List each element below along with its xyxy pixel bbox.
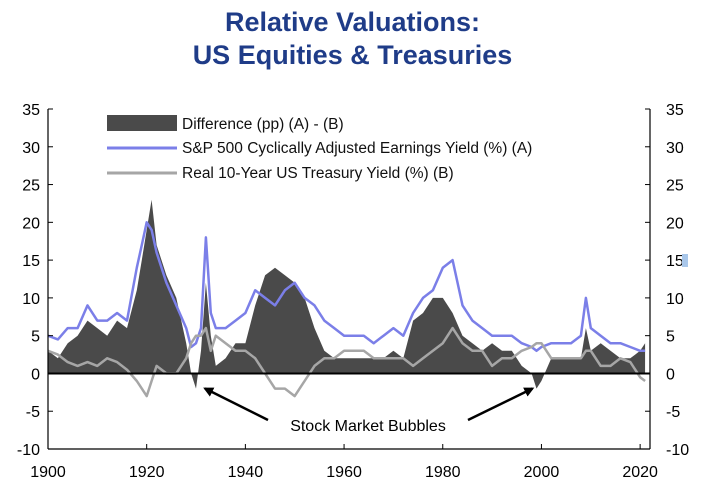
series-1-line <box>47 221 646 353</box>
x-tick-label: 2000 <box>524 464 560 481</box>
y-tick-label-left: 35 <box>22 102 40 119</box>
x-tick-label: 1960 <box>326 464 362 481</box>
annotation-arrow-left <box>203 387 269 422</box>
x-tick-label: 1900 <box>30 464 66 481</box>
annotation: Stock Market Bubbles <box>203 387 535 440</box>
series-0-area <box>48 199 646 389</box>
annotation-box <box>268 410 468 440</box>
y-tick-label-right: 30 <box>666 140 684 157</box>
side-marker <box>682 254 688 267</box>
legend: Difference (pp) (A) - (B) S&P 500 Cyclic… <box>107 115 532 182</box>
x-tick-label: 1980 <box>425 464 461 481</box>
y-tick-label-right: 35 <box>666 102 684 119</box>
y-tick-label-left: 25 <box>22 178 40 195</box>
x-tick-label: 1920 <box>129 464 165 481</box>
chart-title-line-2: US Equities & Treasuries <box>192 40 513 70</box>
legend-swatch-difference <box>107 115 177 131</box>
legend-label-difference: Difference (pp) (A) - (B) <box>182 116 344 133</box>
y-tick-label-left: -5 <box>26 404 40 421</box>
annotation-arrow-right <box>467 387 535 422</box>
plot-area <box>47 199 646 398</box>
y-tick-label-left: 20 <box>22 215 40 232</box>
y-tick-label-left: 30 <box>22 140 40 157</box>
y-tick-label-right: -5 <box>666 404 680 421</box>
y-tick-label-right: 15 <box>666 253 684 270</box>
y-tick-label-right: 25 <box>666 178 684 195</box>
chart-title-line-1: Relative Valuations: <box>224 7 481 37</box>
y-tick-label-left: 5 <box>31 329 40 346</box>
y-tick-label-left: 0 <box>31 366 40 383</box>
y-tick-label-right: 20 <box>666 215 684 232</box>
y-tick-label-right: 0 <box>666 366 675 383</box>
y-tick-label-right: 5 <box>666 329 675 346</box>
annotation-arrows <box>203 387 535 422</box>
x-tick-label: 2020 <box>622 464 658 481</box>
y-tick-label-left: 15 <box>22 253 40 270</box>
y-tick-label-right: 10 <box>666 291 684 308</box>
y-tick-label-left: -10 <box>17 442 40 459</box>
annotation-text: Stock Market Bubbles <box>290 418 446 435</box>
x-tick-label: 1940 <box>228 464 264 481</box>
legend-label-treasury-yield: Real 10-Year US Treasury Yield (%) (B) <box>182 165 454 182</box>
legend-label-earnings-yield: S&P 500 Cyclically Adjusted Earnings Yie… <box>182 140 532 157</box>
axes: 35 30 25 20 15 10 5 0 -5 -10 35 30 25 20 15 10 5 0 -5 -10 19… <box>17 102 689 481</box>
series-2-line <box>47 326 646 398</box>
chart-title: Relative Valuations: US Equities & Treas… <box>0 6 705 72</box>
y-tick-label-right: -10 <box>666 442 689 459</box>
y-tick-label-left: 10 <box>22 291 40 308</box>
